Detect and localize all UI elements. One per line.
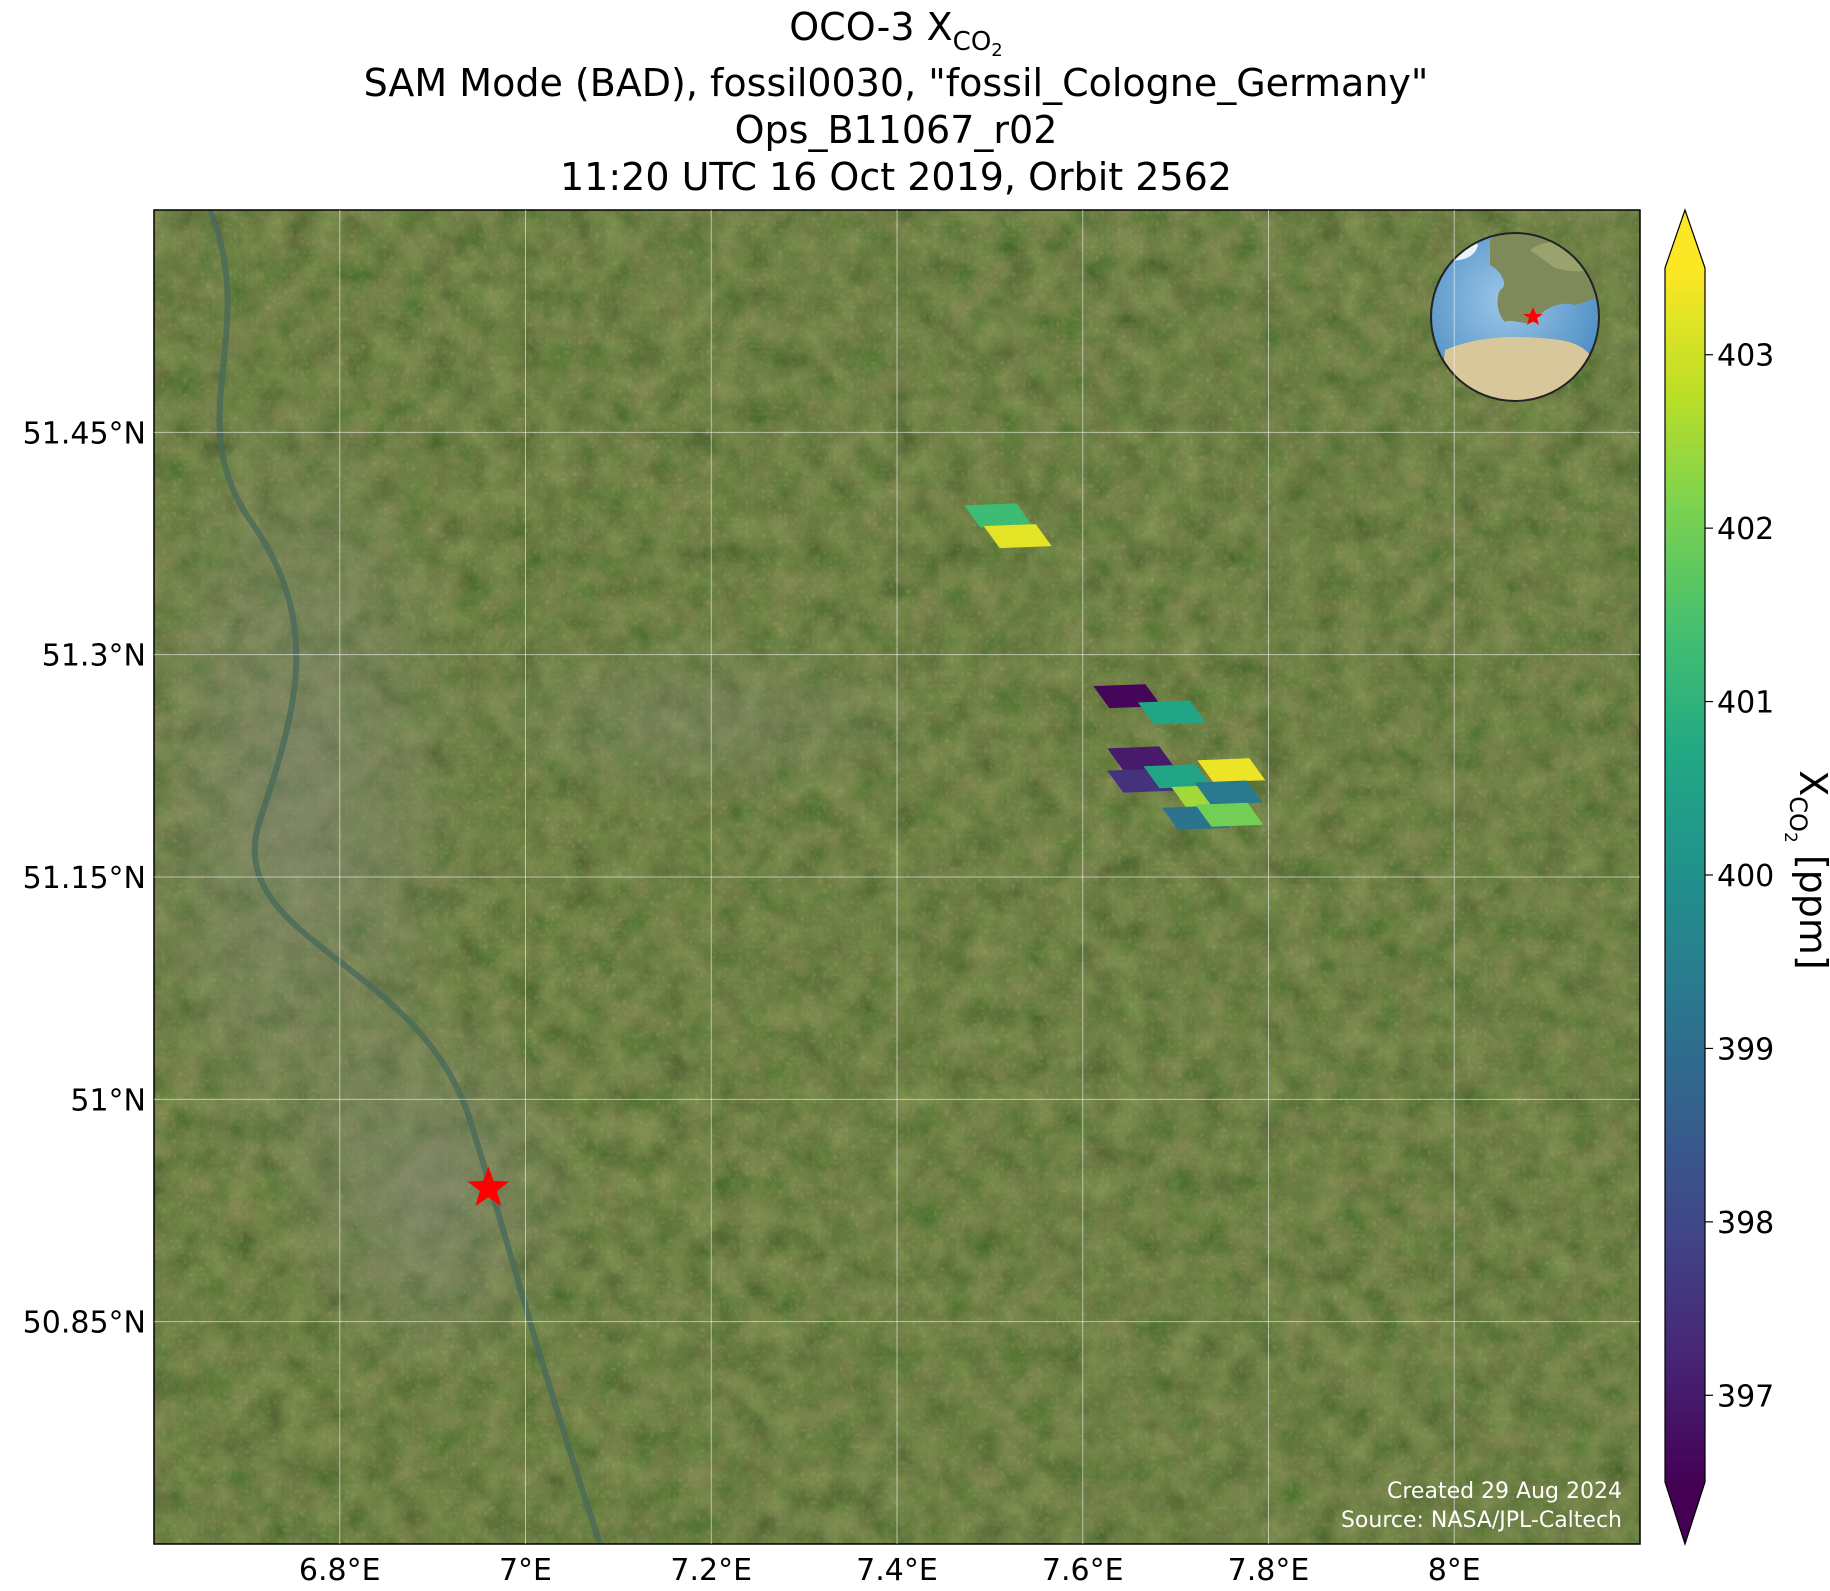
footprint bbox=[964, 503, 1033, 528]
y-tick-label: 51.3°N bbox=[42, 639, 146, 674]
footprint bbox=[1093, 684, 1162, 709]
y-tick-label: 50.85°N bbox=[23, 1306, 146, 1341]
colorbar-outline bbox=[1664, 208, 1706, 1546]
x-tick-label: 7.2°E bbox=[670, 1553, 752, 1588]
x-tick-label: 6.8°E bbox=[299, 1553, 381, 1588]
footprint bbox=[1107, 746, 1176, 771]
colorbar-label-subsubscript: 2 bbox=[1780, 832, 1800, 843]
x-tick-label: 7.8°E bbox=[1228, 1553, 1310, 1588]
x-tick-label: 7.4°E bbox=[856, 1553, 938, 1588]
colorbar-tick-label: 401 bbox=[1717, 686, 1774, 721]
footprint bbox=[1194, 780, 1263, 805]
colorbar-tick-label: 403 bbox=[1717, 339, 1774, 374]
footprint bbox=[1195, 802, 1264, 827]
colorbar-tick-label: 398 bbox=[1717, 1206, 1774, 1241]
y-tick-label: 51.15°N bbox=[23, 861, 146, 896]
colorbar-tick-label: 399 bbox=[1717, 1032, 1774, 1067]
y-tick-label: 51°N bbox=[70, 1083, 146, 1118]
footprint bbox=[1197, 758, 1266, 783]
x-tick-label: 7°E bbox=[499, 1553, 552, 1588]
y-tick-label: 51.45°N bbox=[23, 416, 146, 451]
colorbar-extend-top bbox=[1665, 210, 1705, 268]
chart-subtitle: Ops_B11067_r02 bbox=[735, 108, 1058, 152]
credit: Source: NASA/JPL-Caltech bbox=[1341, 1508, 1622, 1533]
colorbar-extend-bottom bbox=[1665, 1482, 1705, 1544]
colorbar-tick-label: 402 bbox=[1717, 512, 1774, 547]
footprint bbox=[1143, 764, 1212, 789]
chart-subtitle: 11:20 UTC 16 Oct 2019, Orbit 2562 bbox=[560, 155, 1232, 199]
footprints bbox=[964, 503, 1266, 830]
grid bbox=[154, 210, 1640, 1544]
title-subscript: CO bbox=[953, 27, 992, 57]
title-subsubscript: 2 bbox=[991, 40, 1002, 61]
colorbar-label-unit: [ppm] bbox=[1791, 843, 1830, 970]
colorbar-tick-label: 397 bbox=[1717, 1379, 1774, 1414]
colorbar-label-subscript: CO bbox=[1784, 796, 1812, 832]
footprint bbox=[983, 524, 1052, 549]
colorbar bbox=[1665, 268, 1705, 1482]
footprint bbox=[1137, 700, 1206, 725]
site-marker bbox=[467, 1166, 510, 1207]
x-tick-label: 8°E bbox=[1428, 1553, 1481, 1588]
colorbar-label: XCO2 [ppm] bbox=[1780, 770, 1830, 970]
x-tick-label: 7.6°E bbox=[1042, 1553, 1124, 1588]
chart-title: OCO-3 XCO2 bbox=[789, 5, 1003, 61]
colorbar-label-symbol: X bbox=[1791, 770, 1830, 796]
chart-subtitle: SAM Mode (BAD), fossil0030, "fossil_Colo… bbox=[364, 61, 1429, 105]
credit: Created 29 Aug 2024 bbox=[1387, 1479, 1622, 1504]
colorbar-tick-label: 400 bbox=[1717, 859, 1774, 894]
title-symbol: OCO-3 X bbox=[789, 5, 952, 49]
